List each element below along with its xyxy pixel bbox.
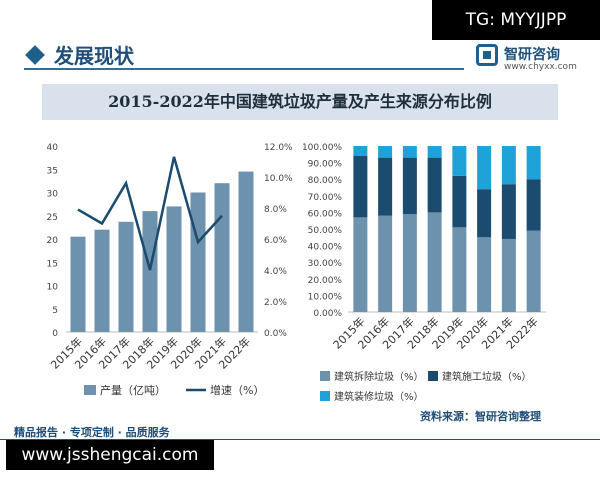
production-bar — [238, 171, 254, 332]
construction-segment — [452, 175, 467, 228]
y-axis-tick-label: 50.00% — [308, 226, 343, 236]
y-axis-tick-label: 60.00% — [308, 209, 343, 219]
legend-production-swatch — [84, 385, 96, 395]
demolition-segment — [353, 217, 368, 312]
decoration-segment — [526, 146, 541, 180]
production-bar — [94, 229, 110, 332]
decoration-segment — [477, 146, 492, 190]
demolition-segment — [378, 215, 393, 312]
diamond-icon — [25, 45, 45, 65]
brand-name: 智研咨询 — [504, 47, 560, 63]
brand-logo-icon — [476, 44, 498, 66]
decoration-segment — [378, 146, 393, 158]
y-axis-tick-label: 70.00% — [308, 193, 343, 203]
left-axis-tick-label: 35 — [47, 166, 58, 176]
header-divider — [24, 68, 464, 70]
right-axis-tick-label: 2.0% — [264, 298, 287, 308]
construction-segment — [501, 184, 516, 239]
demolition-segment — [526, 230, 541, 312]
construction-segment — [402, 157, 417, 215]
production-growth-chart: 0 5 10 15 20 25 30 35 40 0.0% 2.0% 4.0% 6.0% 8.0% 10.0… — [47, 143, 293, 397]
legend-decoration-swatch — [320, 391, 330, 401]
right-axis-tick-label: 4.0% — [264, 267, 287, 277]
footer-divider — [0, 439, 600, 440]
demolition-segment — [477, 237, 492, 312]
decoration-segment — [427, 146, 442, 158]
demolition-segment — [427, 212, 442, 312]
section-title: 发展现状 — [54, 44, 134, 68]
production-bar — [214, 183, 230, 332]
legend-demolition-label: 建筑拆除垃圾（%） — [334, 370, 424, 383]
construction-segment — [526, 179, 541, 231]
footer-slogan: 精品报告 · 专项定制 · 品质服务 — [14, 426, 170, 439]
growth-rate-line — [77, 156, 223, 271]
decoration-segment — [353, 146, 368, 156]
left-axis-tick-label: 0 — [52, 329, 58, 339]
tg-tag: TG: MYYJJPP — [432, 0, 600, 40]
left-axis-tick-label: 5 — [52, 306, 58, 316]
chart-title-bar: 2015-2022年中国建筑垃圾产量及产生来源分布比例 — [42, 84, 558, 120]
right-axis-tick-label: 12.0% — [264, 143, 293, 153]
construction-segment — [378, 157, 393, 216]
legend-construction-label: 建筑施工垃圾（%） — [442, 370, 532, 383]
demolition-segment — [452, 227, 467, 312]
y-axis-tick-label: 10.00% — [308, 292, 343, 302]
y-axis-tick-label: 80.00% — [308, 176, 343, 186]
legend-construction-swatch — [428, 371, 438, 381]
source-share-chart: 0.00% 10.00% 20.00% 30.00% 40.00% 50.00% 60.00… — [302, 143, 546, 403]
section-header: 发展现状 — [18, 38, 464, 72]
production-bar — [166, 206, 182, 332]
demolition-segment — [402, 214, 417, 312]
y-axis-tick-label: 40.00% — [308, 243, 343, 253]
production-bar — [118, 221, 134, 332]
brand-url: www.chyxx.com — [504, 62, 577, 72]
y-axis-tick-label: 0.00% — [313, 309, 342, 319]
right-axis-tick-label: 8.0% — [264, 205, 287, 215]
y-axis-tick-label: 20.00% — [308, 276, 343, 286]
brand-logo: 智研咨询 www.chyxx.com — [476, 44, 586, 76]
legend-production-label: 产量（亿吨） — [100, 383, 166, 397]
left-axis-tick-label: 25 — [47, 213, 58, 223]
footer-bar: 精品报告 · 专项定制 · 品质服务 — [0, 422, 600, 440]
decoration-segment — [501, 146, 516, 185]
production-bar — [70, 236, 86, 332]
construction-segment — [427, 157, 442, 213]
decoration-segment — [402, 146, 417, 158]
construction-segment — [477, 189, 492, 238]
url-banner[interactable]: www.jsshengcai.com — [6, 440, 214, 470]
right-axis-tick-label: 10.0% — [264, 174, 293, 184]
left-axis-tick-label: 15 — [47, 259, 58, 269]
y-axis-tick-label: 30.00% — [308, 259, 343, 269]
y-axis-tick-label: 90.00% — [308, 160, 343, 170]
legend-decoration-label: 建筑装修垃圾（%） — [334, 390, 424, 403]
production-bar — [190, 192, 206, 332]
legend-demolition-swatch — [320, 371, 330, 381]
production-bar — [142, 211, 158, 332]
data-source: 资料来源：智研咨询整理 — [420, 410, 541, 423]
right-axis-tick-label: 6.0% — [264, 236, 287, 246]
left-axis-tick-label: 30 — [47, 190, 59, 200]
left-axis-tick-label: 40 — [47, 143, 59, 153]
y-axis-tick-label: 100.00% — [302, 143, 342, 153]
left-axis-tick-label: 10 — [47, 283, 59, 293]
legend-growth-label: 增速（%） — [210, 383, 264, 397]
construction-segment — [353, 155, 368, 218]
right-axis-tick-label: 0.0% — [264, 329, 287, 339]
demolition-segment — [501, 238, 516, 312]
left-axis-tick-label: 20 — [47, 236, 59, 246]
decoration-segment — [452, 146, 467, 176]
chart-title: 2015-2022年中国建筑垃圾产量及产生来源分布比例 — [108, 92, 492, 111]
